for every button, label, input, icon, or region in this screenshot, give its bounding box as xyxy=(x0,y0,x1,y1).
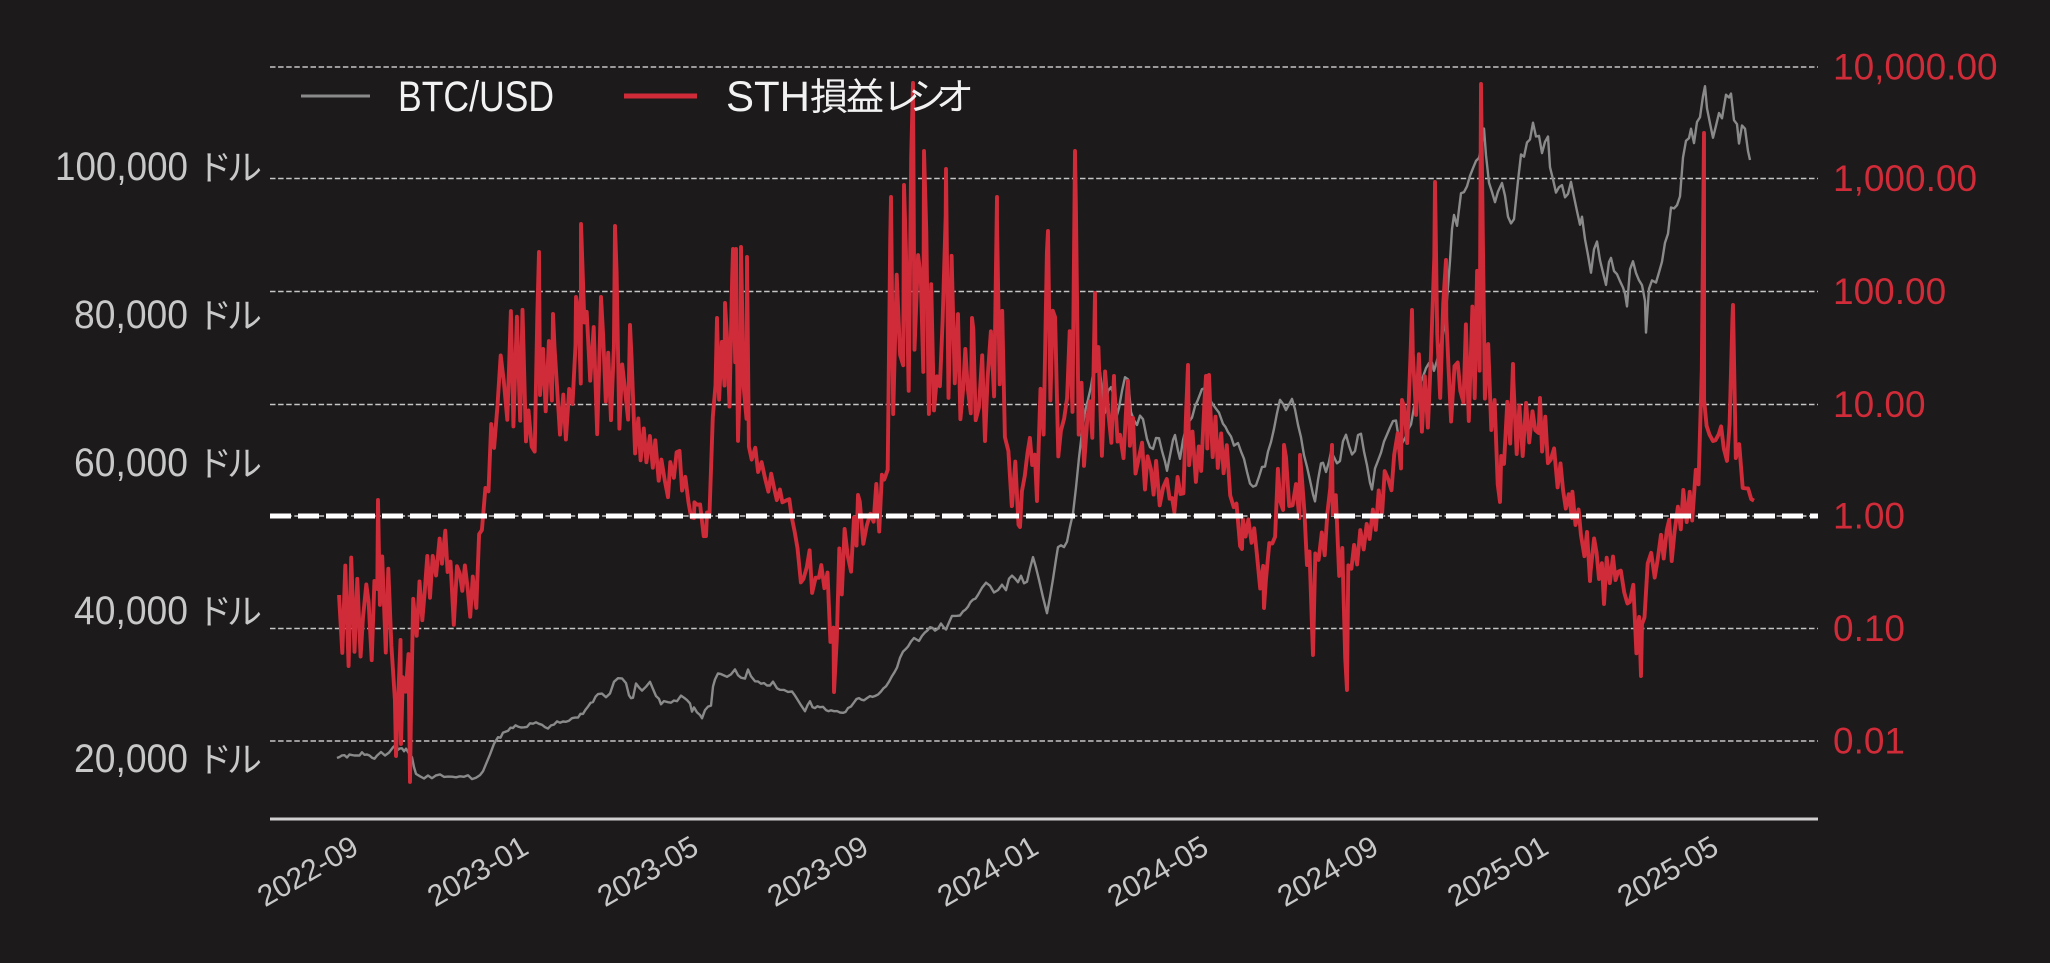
svg-text:10.00: 10.00 xyxy=(1833,384,1926,425)
svg-text:10,000.00: 10,000.00 xyxy=(1833,47,1998,88)
svg-text:20,000: 20,000 xyxy=(74,737,188,781)
svg-text:0.01: 0.01 xyxy=(1833,721,1905,762)
svg-text:BTC/USD: BTC/USD xyxy=(398,73,554,121)
svg-text:0.10: 0.10 xyxy=(1833,608,1905,649)
svg-text:40,000: 40,000 xyxy=(74,589,188,633)
svg-text:60,000: 60,000 xyxy=(74,441,188,485)
svg-text:1,000.00: 1,000.00 xyxy=(1833,158,1977,199)
svg-text:1.00: 1.00 xyxy=(1833,496,1905,537)
svg-text:100.00: 100.00 xyxy=(1833,271,1946,312)
svg-text:100,000: 100,000 xyxy=(55,145,188,189)
svg-text:STH: STH xyxy=(726,73,810,121)
svg-text:80,000: 80,000 xyxy=(74,293,188,337)
